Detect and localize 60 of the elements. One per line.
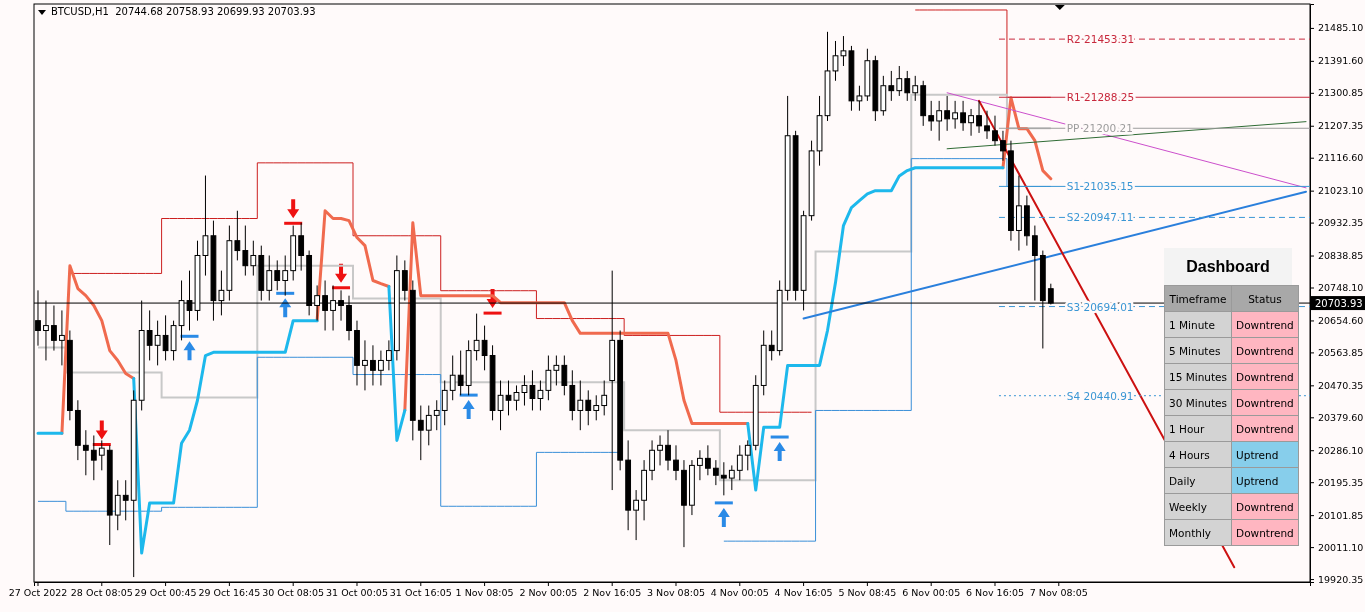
- x-tick-label: 30 Oct 08:05: [262, 586, 325, 598]
- chart-title: BTCUSD,H1 20744.68 20758.93 20699.93 20703.93: [51, 6, 316, 17]
- annotation: Downtrend: [1231, 311, 1299, 338]
- y-tick-label: 20195.35: [1318, 476, 1364, 488]
- annotation: Downtrend: [1231, 493, 1299, 520]
- y-tick-label: 20563.85: [1318, 346, 1364, 358]
- x-tick-label: 2 Nov 16:05: [583, 586, 642, 598]
- x-tick-label: 3 Nov 08:05: [646, 586, 705, 598]
- annotation: Downtrend: [1231, 363, 1299, 390]
- x-tick-label: 28 Oct 08:05: [70, 586, 133, 598]
- annotation: Uptrend: [1231, 441, 1299, 468]
- y-tick-label: 20470.35: [1318, 379, 1364, 391]
- annotation: 1 Hour: [1164, 415, 1232, 442]
- ref-line-label: 20703.93: [1315, 298, 1363, 310]
- y-tick-label: 20286.10: [1318, 444, 1364, 456]
- x-tick-label: 4 Nov 00:05: [710, 586, 769, 598]
- x-tick-label: 2 Nov 00:05: [519, 586, 578, 598]
- annotation: 30 Minutes: [1164, 389, 1232, 416]
- annotation: Downtrend: [1231, 337, 1299, 364]
- annotation: 15 Minutes: [1164, 363, 1232, 390]
- x-tick-label: 29 Oct 00:45: [134, 586, 197, 598]
- annotation: 1 Minute: [1164, 311, 1232, 338]
- y-tick-label: 21300.85: [1318, 87, 1364, 99]
- y-tick-label: 21207.35: [1318, 120, 1364, 132]
- annotation: Downtrend: [1231, 415, 1299, 442]
- annotation: Status: [1231, 285, 1299, 312]
- annotation: Daily: [1164, 467, 1232, 494]
- annotation: Uptrend: [1231, 467, 1299, 494]
- x-tick-label: 27 Oct 2022: [8, 586, 68, 598]
- y-tick-label: 19920.35: [1318, 573, 1364, 585]
- y-tick-label: 20379.60: [1318, 411, 1364, 423]
- annotation: 5 Minutes: [1164, 337, 1232, 364]
- y-tick-label: 21023.10: [1318, 185, 1364, 197]
- annotation: 4 Hours: [1164, 441, 1232, 468]
- x-tick-label: 1 Nov 08:05: [455, 586, 514, 598]
- x-tick-label: 5 Nov 08:45: [838, 586, 897, 598]
- y-tick-label: 21116.60: [1318, 152, 1364, 164]
- annotation: Downtrend: [1231, 389, 1299, 416]
- y-tick-label: 20748.10: [1318, 282, 1364, 294]
- x-tick-label: 31 Oct 16:05: [389, 586, 452, 598]
- y-tick-label: 21391.60: [1318, 55, 1364, 67]
- y-tick-label: 20654.60: [1318, 314, 1364, 326]
- text: Dashboard: [1164, 248, 1292, 285]
- annotation: Weekly: [1164, 493, 1232, 520]
- x-tick-label: 7 Nov 08:05: [1029, 586, 1088, 598]
- x-tick-label: 4 Nov 16:05: [774, 586, 833, 598]
- y-tick-label: 20932.35: [1318, 217, 1364, 229]
- annotation: Timeframe: [1164, 285, 1232, 312]
- y-tick-label: 20011.10: [1318, 541, 1364, 553]
- ref-line-label: S4 20440.91: [1066, 389, 1134, 402]
- annotation: Downtrend: [1231, 519, 1299, 546]
- x-tick-label: 29 Oct 16:45: [198, 586, 261, 598]
- x-tick-label: 6 Nov 16:05: [965, 586, 1024, 598]
- y-tick-label: 20101.85: [1318, 509, 1364, 521]
- annotation: Monthly: [1164, 519, 1232, 546]
- y-tick-label: 20838.85: [1318, 250, 1364, 262]
- ref-line-label: S2 20947.11: [1066, 211, 1134, 224]
- x-tick-label: 31 Oct 00:05: [326, 586, 388, 598]
- y-tick-label: 21485.10: [1318, 22, 1364, 34]
- x-tick-label: 6 Nov 00:05: [902, 586, 961, 598]
